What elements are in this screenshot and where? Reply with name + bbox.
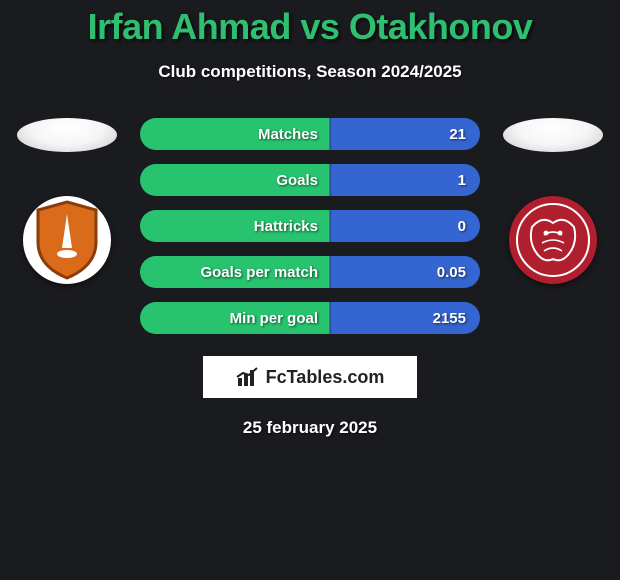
crest-eye-r bbox=[558, 231, 563, 236]
body-row: Matches 21 Goals 1 Hattricks 0 Goals per… bbox=[0, 118, 620, 334]
stat-row: Min per goal 2155 bbox=[140, 302, 480, 334]
stat-value: 2155 bbox=[330, 302, 480, 334]
crest-eye-l bbox=[544, 231, 549, 236]
page-title: Irfan Ahmad vs Otakhonov bbox=[88, 6, 533, 48]
stat-label: Hattricks bbox=[140, 210, 330, 242]
brand-badge[interactable]: FcTables.com bbox=[203, 356, 417, 398]
player-avatar-placeholder bbox=[503, 118, 603, 152]
stat-label: Matches bbox=[140, 118, 330, 150]
snapshot-date: 25 february 2025 bbox=[243, 418, 377, 438]
page-subtitle: Club competitions, Season 2024/2025 bbox=[158, 62, 461, 82]
brand-text: FcTables.com bbox=[266, 367, 385, 388]
stat-label: Goals per match bbox=[140, 256, 330, 288]
right-club-badge bbox=[509, 196, 597, 284]
stat-label: Min per goal bbox=[140, 302, 330, 334]
stat-row: Goals per match 0.05 bbox=[140, 256, 480, 288]
stat-value: 0 bbox=[330, 210, 480, 242]
stat-label: Goals bbox=[140, 164, 330, 196]
player-avatar-placeholder bbox=[17, 118, 117, 152]
crest-icon bbox=[514, 201, 592, 279]
left-player-col bbox=[12, 118, 122, 284]
stat-value: 1 bbox=[330, 164, 480, 196]
bar-chart-icon bbox=[236, 366, 260, 388]
stat-row: Hattricks 0 bbox=[140, 210, 480, 242]
right-player-col bbox=[498, 118, 608, 284]
left-club-badge bbox=[23, 196, 111, 284]
stats-list: Matches 21 Goals 1 Hattricks 0 Goals per… bbox=[140, 118, 480, 334]
shield-icon bbox=[32, 200, 102, 280]
shield-inner-base bbox=[57, 250, 77, 258]
comparison-card: Irfan Ahmad vs Otakhonov Club competitio… bbox=[0, 0, 620, 438]
stat-row: Matches 21 bbox=[140, 118, 480, 150]
stat-value: 0.05 bbox=[330, 256, 480, 288]
stat-value: 21 bbox=[330, 118, 480, 150]
stat-row: Goals 1 bbox=[140, 164, 480, 196]
